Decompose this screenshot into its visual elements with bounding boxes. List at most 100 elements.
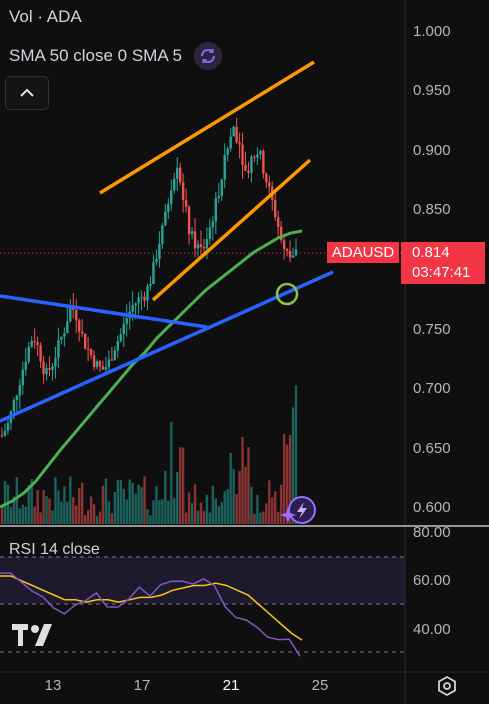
swap-icon[interactable] bbox=[193, 42, 222, 70]
volume-bar bbox=[36, 489, 39, 524]
volume-bar bbox=[75, 505, 78, 524]
sma-line bbox=[0, 229, 303, 509]
candle-body bbox=[250, 156, 253, 173]
collapse-legend-button[interactable] bbox=[5, 76, 49, 110]
volume-bar bbox=[196, 510, 200, 524]
candle-body bbox=[193, 231, 197, 249]
volume-bar bbox=[51, 510, 54, 524]
volume-bar bbox=[48, 498, 51, 524]
candle-body bbox=[181, 182, 185, 201]
volume-bar bbox=[262, 511, 265, 524]
candle-body bbox=[113, 350, 117, 361]
current-price-tag: 0.814 03:47:41 bbox=[401, 242, 485, 284]
time-axis-label: 13 bbox=[44, 677, 62, 694]
candle-body bbox=[226, 148, 229, 155]
candle-body bbox=[89, 349, 93, 356]
volume-bar bbox=[205, 494, 209, 524]
volume-bar bbox=[146, 509, 149, 524]
rsi-line bbox=[0, 572, 301, 657]
candle-body bbox=[217, 195, 220, 199]
volume-bar bbox=[193, 484, 197, 524]
chevron-up-icon bbox=[20, 88, 34, 97]
price-axis-label: 0.900 bbox=[413, 142, 451, 159]
volume-bar bbox=[274, 491, 277, 524]
candle-body bbox=[211, 221, 215, 228]
volume-bar bbox=[271, 497, 274, 524]
volume-bar bbox=[178, 447, 182, 524]
price-axis-label: 0.700 bbox=[413, 380, 451, 397]
candle-body bbox=[45, 368, 48, 375]
rsi-axis-label: 60.00 bbox=[413, 572, 451, 589]
volume-bar bbox=[12, 496, 16, 524]
candle-body bbox=[176, 167, 179, 179]
candle-body bbox=[18, 385, 22, 396]
volume-bar bbox=[63, 486, 66, 524]
candlesticks bbox=[0, 118, 298, 438]
candle-body bbox=[214, 198, 218, 222]
volume-bar bbox=[158, 500, 161, 524]
candle-body bbox=[125, 318, 128, 324]
volume-bar bbox=[229, 452, 232, 524]
volume-bar bbox=[170, 421, 173, 524]
channel-lower-line bbox=[151, 158, 312, 302]
tradingview-logo-icon bbox=[12, 624, 52, 646]
candle-body bbox=[274, 199, 277, 218]
volume-bar bbox=[30, 478, 33, 524]
time-axis-label: 17 bbox=[133, 677, 151, 694]
candle-body bbox=[196, 244, 200, 249]
volume-bar bbox=[131, 482, 134, 524]
candle-body bbox=[0, 435, 4, 437]
touch-marker bbox=[275, 282, 299, 306]
candle-body bbox=[276, 217, 280, 227]
volume-bar bbox=[98, 511, 102, 524]
volume-bar bbox=[125, 499, 128, 524]
candle-body bbox=[107, 359, 111, 368]
volume-bar bbox=[294, 385, 298, 524]
volume-bar bbox=[140, 487, 143, 524]
candle-body bbox=[69, 305, 72, 322]
volume-bar bbox=[57, 490, 60, 524]
volume-bar bbox=[238, 470, 241, 524]
volume-bar bbox=[21, 504, 24, 524]
volume-bar bbox=[152, 500, 155, 524]
candle-body bbox=[155, 259, 158, 263]
volume-bar bbox=[27, 485, 30, 524]
candle-body bbox=[57, 339, 60, 358]
volume-bar bbox=[137, 484, 140, 524]
bar-countdown: 03:47:41 bbox=[412, 264, 471, 281]
volume-bar bbox=[167, 500, 170, 524]
ascending-trendline bbox=[0, 270, 334, 423]
candle-body bbox=[259, 150, 262, 155]
price-axis-label: 0.750 bbox=[413, 321, 451, 338]
candle-body bbox=[110, 359, 114, 361]
candle-body bbox=[241, 144, 244, 165]
price-axis-label: 0.650 bbox=[413, 440, 451, 457]
volume-bar bbox=[244, 466, 247, 524]
volume-bar bbox=[176, 471, 179, 524]
candle-body bbox=[161, 225, 164, 245]
sma-legend-text: SMA 50 close 0 SMA 5 bbox=[9, 46, 182, 65]
volume-bar bbox=[24, 506, 27, 524]
volume-bar bbox=[220, 502, 223, 524]
candle-body bbox=[92, 355, 96, 368]
volume-bar bbox=[83, 515, 87, 524]
candle-body bbox=[78, 320, 81, 332]
volume-bar bbox=[291, 407, 295, 524]
candle-body bbox=[116, 341, 120, 351]
volume-bar bbox=[256, 494, 259, 524]
candle-body bbox=[80, 331, 84, 334]
hexagon-settings-icon[interactable] bbox=[436, 675, 458, 697]
drawings[interactable] bbox=[0, 60, 334, 524]
volume-bar bbox=[202, 511, 206, 524]
volume-bar bbox=[211, 485, 215, 524]
volume-bar bbox=[268, 480, 271, 524]
volume-bar bbox=[33, 506, 36, 524]
volume-bar bbox=[149, 515, 152, 524]
volume-bar bbox=[119, 480, 122, 524]
candle-body bbox=[220, 179, 223, 196]
candle-body bbox=[205, 239, 209, 249]
volume-bar bbox=[69, 476, 72, 524]
candle-body bbox=[66, 321, 69, 334]
volume-bar bbox=[155, 486, 158, 524]
